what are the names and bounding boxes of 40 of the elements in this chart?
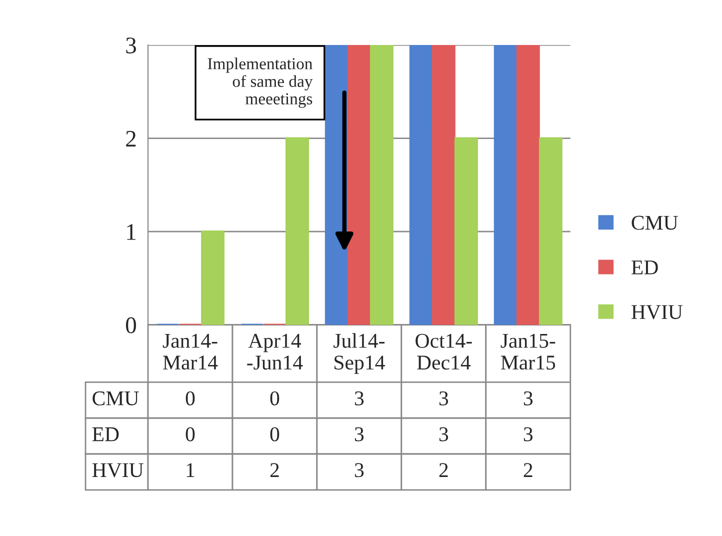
bar (494, 45, 518, 325)
data-label: 2 (439, 463, 448, 477)
bar (201, 230, 225, 325)
data-label: 3 (439, 427, 448, 442)
y-tick-label: 0 (126, 317, 136, 334)
data-label: 3 (439, 391, 448, 406)
data-label: 3 (524, 391, 533, 406)
x-tick-label: Jan14- Mar14 (162, 334, 218, 370)
bar (409, 45, 433, 325)
text: HVIU (92, 463, 144, 478)
legend-label: ED (632, 260, 658, 274)
legend-label: HVIU (632, 305, 683, 320)
bar (432, 45, 456, 325)
data-label: 2 (270, 463, 279, 477)
data-label: 1 (186, 463, 194, 477)
data-label: 0 (186, 391, 195, 406)
data-label: 0 (186, 427, 195, 442)
x-tick-label: Jan15- Mar15 (500, 334, 556, 370)
legend-label: CMU (632, 216, 678, 230)
bar (538, 137, 562, 325)
bar (454, 137, 478, 325)
data-label: 3 (354, 463, 364, 478)
data-label: 0 (270, 427, 280, 442)
y-tick-label: 2 (126, 130, 136, 146)
bar (370, 45, 394, 325)
annotation: Implementation of same day meeetings (208, 58, 313, 108)
bar (516, 45, 540, 325)
y-tick-label: 3 (126, 38, 136, 54)
data-label: 3 (354, 391, 364, 406)
x-tick-label: Oct14- Dec14 (416, 334, 472, 370)
y-tick-label: 1 (127, 224, 136, 240)
data-label: 0 (270, 391, 280, 406)
data-label: 3 (354, 427, 364, 442)
bar (286, 137, 309, 325)
x-tick-label: Apr14 -Jun14 (247, 334, 303, 370)
text: CMU (92, 391, 139, 406)
x-tick-label: Jul14- Sep14 (334, 333, 385, 374)
text: ED (92, 427, 119, 442)
data-label: 2 (524, 463, 532, 477)
data-label: 3 (524, 427, 533, 442)
